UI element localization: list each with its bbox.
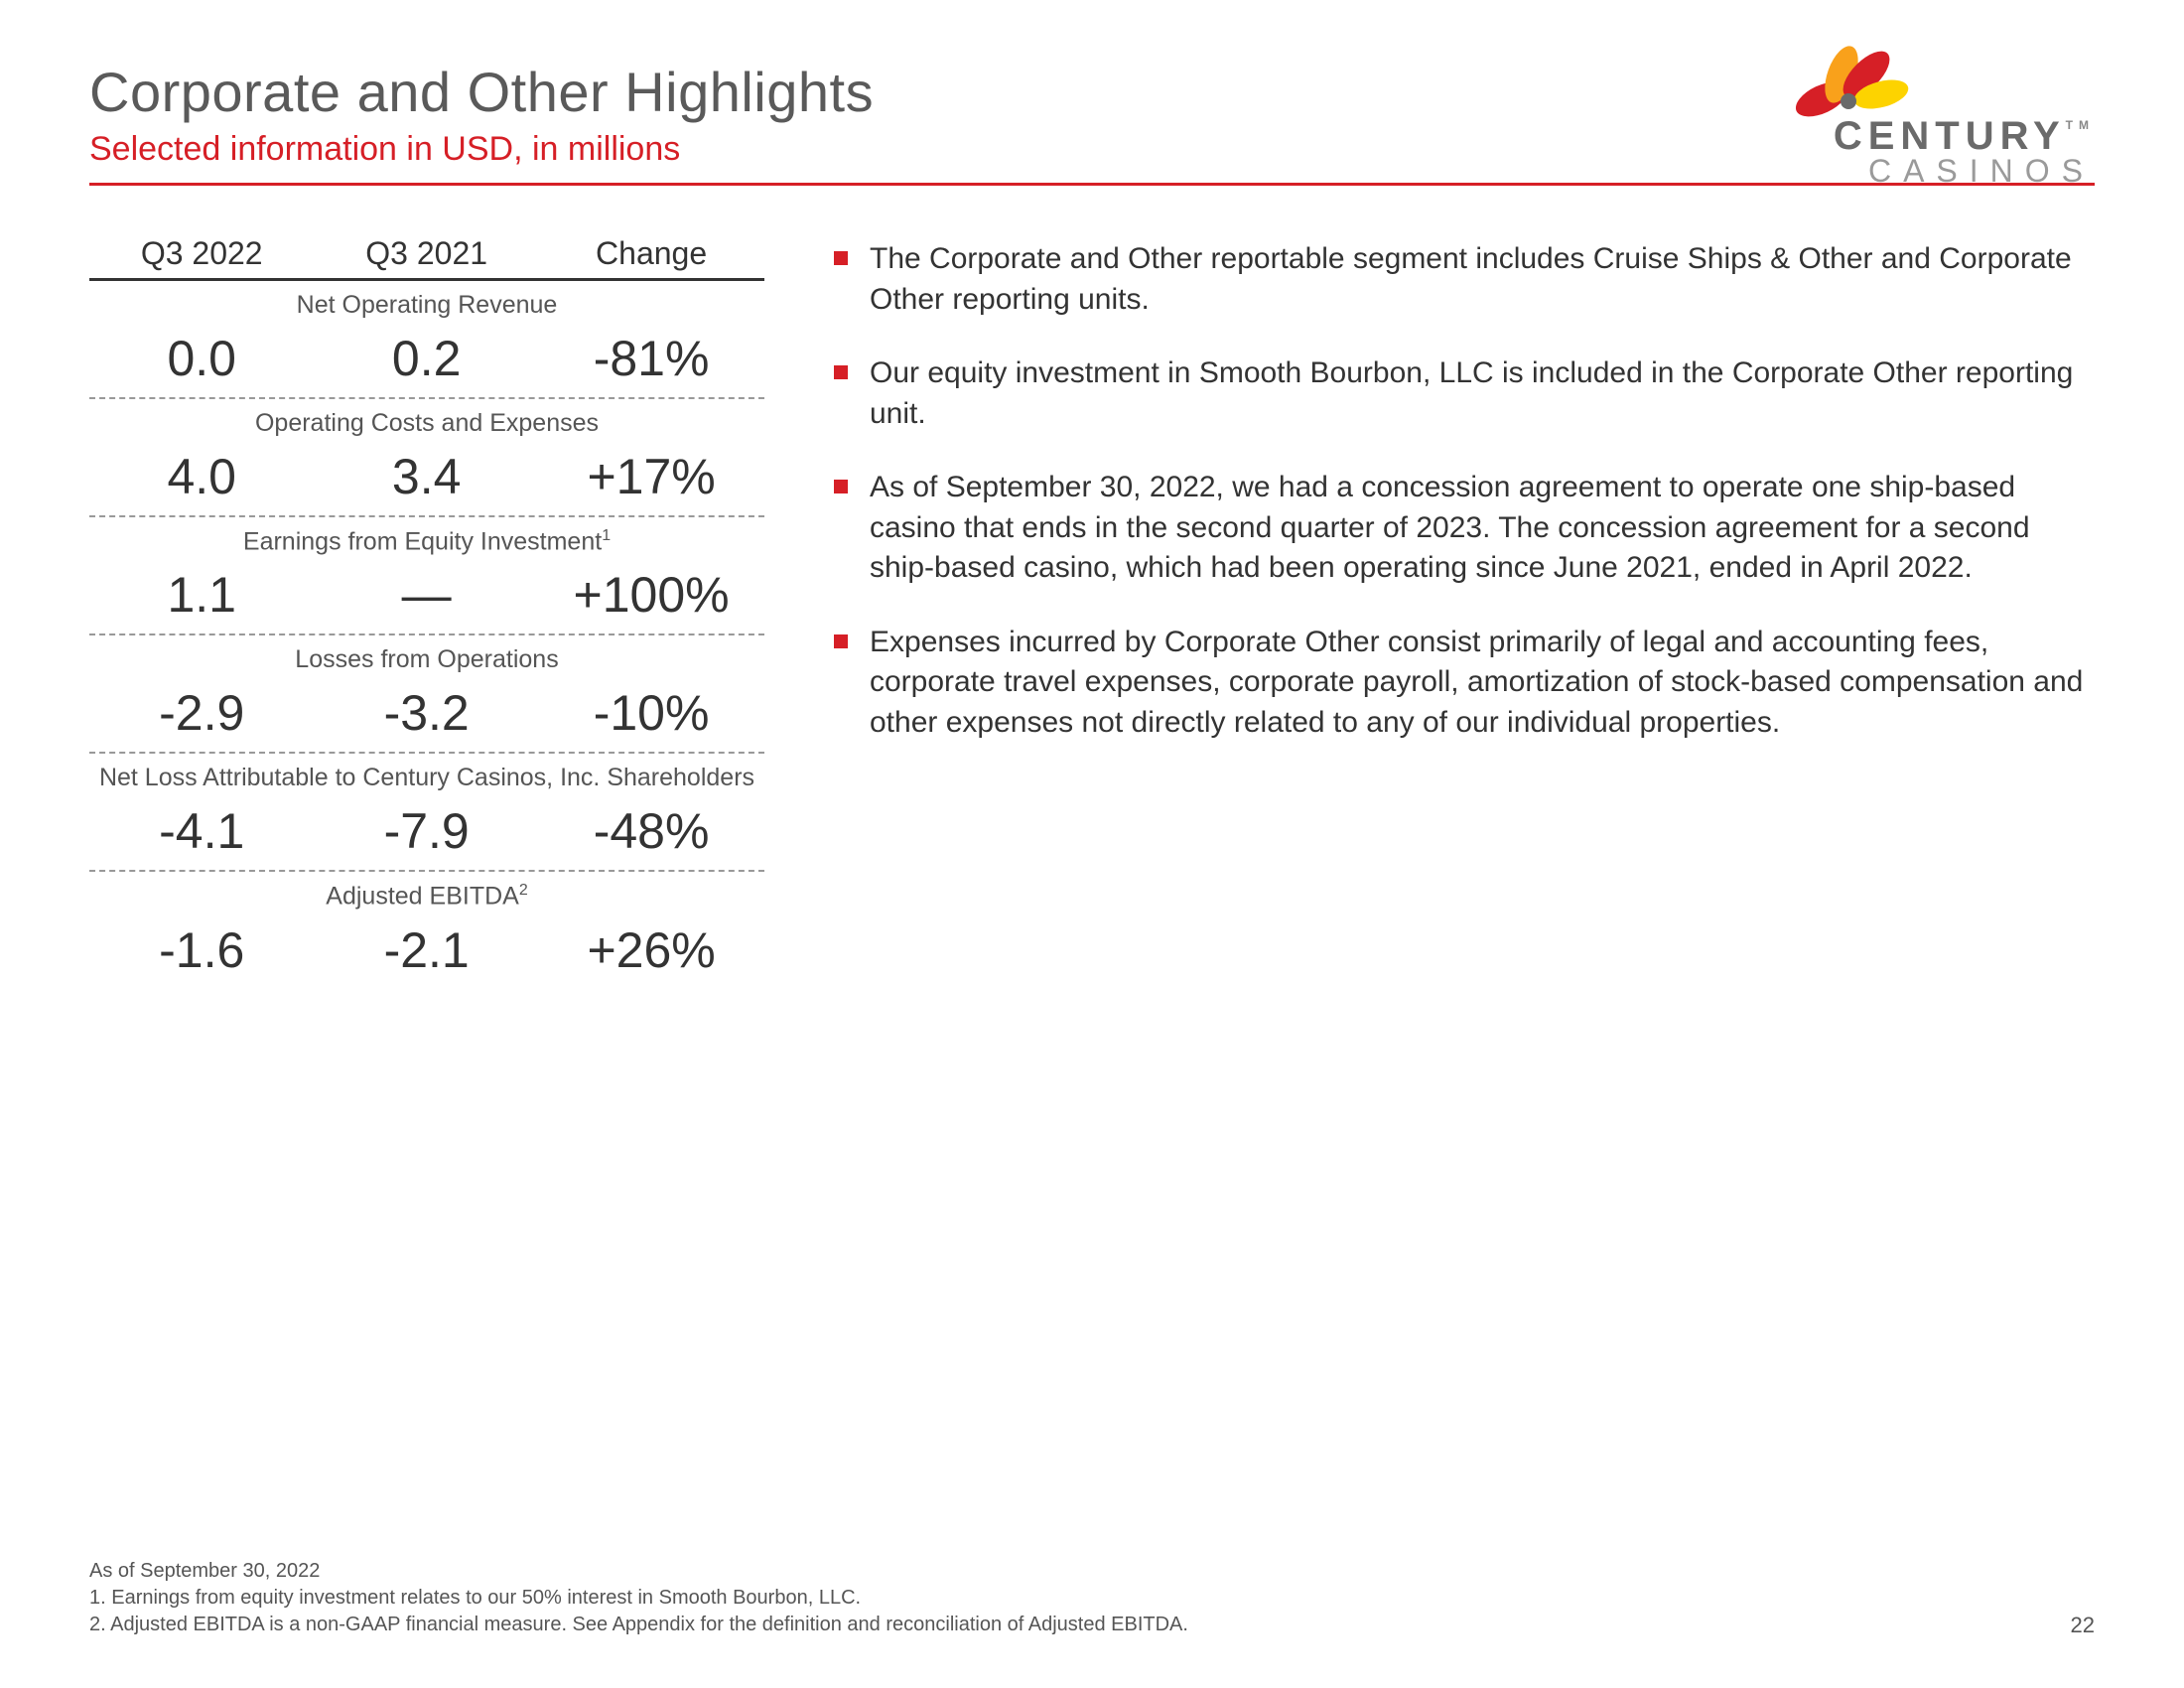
metric-value: -2.1 [314, 921, 538, 979]
metric-row: 1.1 — +100% [89, 566, 764, 635]
header: Corporate and Other Highlights Selected … [89, 60, 2095, 169]
logo-text-line2: CASINOS [1757, 153, 2095, 190]
bullet-item: The Corporate and Other reportable segme… [834, 239, 2095, 320]
metric-value: — [314, 566, 538, 624]
bullet-item: Our equity investment in Smooth Bourbon,… [834, 353, 2095, 434]
metric-value: -10% [539, 684, 763, 742]
century-casinos-logo: CENTURYTM CASINOS [1757, 40, 2095, 190]
table-header-row: Q3 2022 Q3 2021 Change [89, 235, 764, 281]
bullets-column: The Corporate and Other reportable segme… [834, 235, 2095, 991]
metric-value: 3.4 [314, 448, 538, 505]
metric-label: Net Loss Attributable to Century Casinos… [89, 764, 764, 792]
content-area: Q3 2022 Q3 2021 Change Net Operating Rev… [89, 235, 2095, 991]
metric-value: 1.1 [89, 566, 314, 624]
metric-value: -4.1 [89, 802, 314, 860]
page-number: 22 [2071, 1613, 2095, 1638]
metric-row: 4.0 3.4 +17% [89, 448, 764, 517]
metric-value: -1.6 [89, 921, 314, 979]
metric-value: -7.9 [314, 802, 538, 860]
metric-label: Net Operating Revenue [89, 291, 764, 320]
metrics-table: Q3 2022 Q3 2021 Change Net Operating Rev… [89, 235, 764, 991]
footnote-2: 2. Adjusted EBITDA is a non-GAAP financi… [89, 1612, 2095, 1638]
metric-value: -2.9 [89, 684, 314, 742]
metric-value: 0.0 [89, 330, 314, 387]
metric-label: Adjusted EBITDA2 [89, 882, 764, 911]
metric-label: Losses from Operations [89, 645, 764, 674]
bullet-item: Expenses incurred by Corporate Other con… [834, 623, 2095, 744]
metric-row: 0.0 0.2 -81% [89, 330, 764, 399]
metric-value: 4.0 [89, 448, 314, 505]
metric-value: -48% [539, 802, 763, 860]
footnote-1: 1. Earnings from equity investment relat… [89, 1585, 2095, 1612]
metric-row: -2.9 -3.2 -10% [89, 684, 764, 754]
col-header-change: Change [539, 235, 763, 272]
flower-icon [1767, 30, 1916, 129]
metric-label: Earnings from Equity Investment1 [89, 527, 764, 556]
col-header-q3-2022: Q3 2022 [89, 235, 314, 272]
metric-value: +17% [539, 448, 763, 505]
footnote-date: As of September 30, 2022 [89, 1558, 2095, 1585]
metric-value: -81% [539, 330, 763, 387]
metric-row: -1.6 -2.1 +26% [89, 921, 764, 989]
metric-row: -4.1 -7.9 -48% [89, 802, 764, 872]
bullet-item: As of September 30, 2022, we had a conce… [834, 468, 2095, 589]
col-header-q3-2021: Q3 2021 [314, 235, 538, 272]
metric-value: 0.2 [314, 330, 538, 387]
metric-label: Operating Costs and Expenses [89, 409, 764, 438]
metric-value: +26% [539, 921, 763, 979]
metric-value: -3.2 [314, 684, 538, 742]
footnotes: As of September 30, 2022 1. Earnings fro… [89, 1558, 2095, 1638]
metric-value: +100% [539, 566, 763, 624]
